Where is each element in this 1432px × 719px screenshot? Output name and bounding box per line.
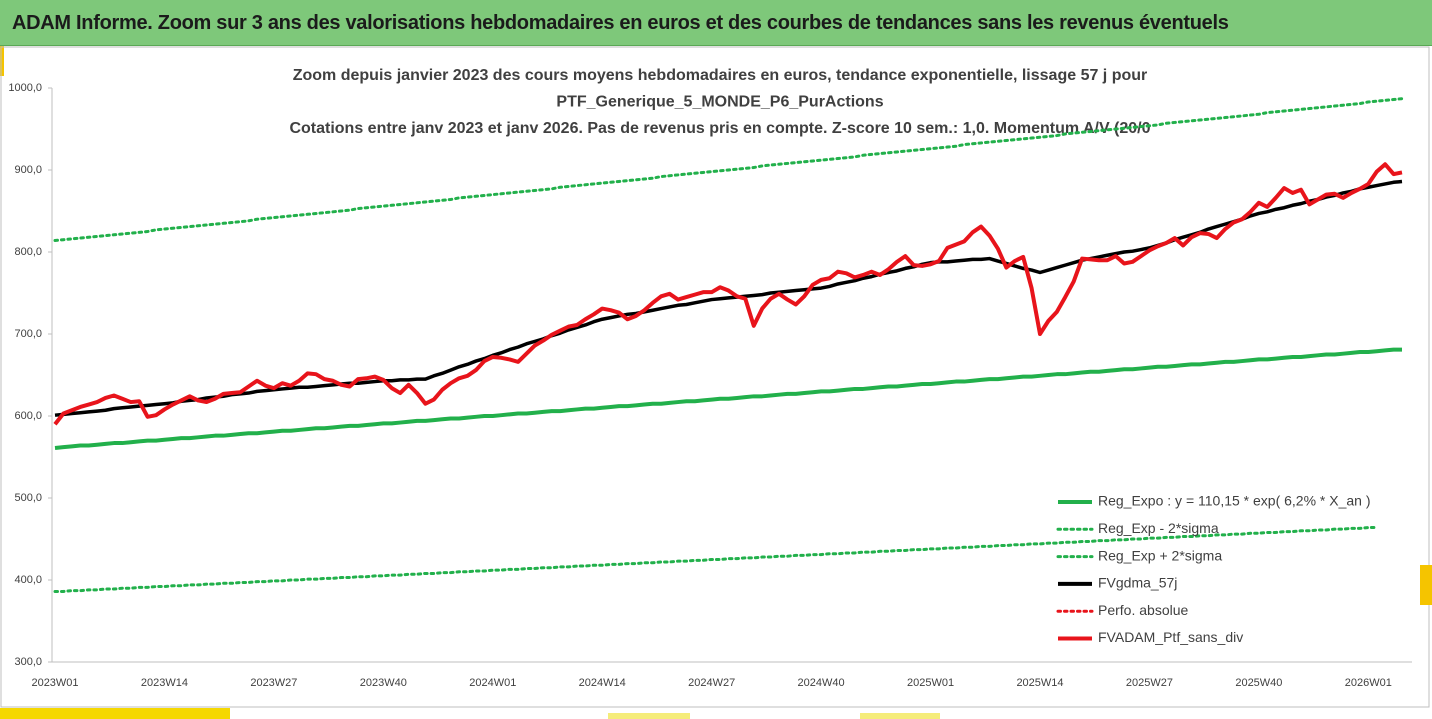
y-tick-label: 900,0 — [14, 164, 42, 176]
header-title: ADAM Informe. Zoom sur 3 ans des valoris… — [12, 12, 1229, 34]
x-tick-label: 2023W01 — [31, 677, 78, 689]
frame-accent — [0, 46, 4, 76]
series-line — [53, 97, 1404, 243]
y-tick-label: 600,0 — [14, 410, 42, 422]
series-line — [53, 162, 1403, 426]
y-tick-label: 800,0 — [14, 246, 42, 258]
legend-label: Perfo. absolue — [1098, 602, 1188, 618]
y-tick-label: 300,0 — [14, 656, 42, 668]
frame-accent — [1420, 565, 1432, 605]
x-tick-label: 2025W40 — [1235, 677, 1282, 689]
x-tick-label: 2025W27 — [1126, 677, 1173, 689]
legend-label: Reg_Exp + 2*sigma — [1098, 547, 1222, 563]
chart-title: Cotations entre janv 2023 et janv 2026. … — [289, 120, 1150, 137]
y-tick-label: 700,0 — [14, 328, 42, 340]
legend-label: FVgdma_57j — [1098, 575, 1177, 591]
y-tick-label: 1000,0 — [8, 82, 42, 94]
x-tick-label: 2023W27 — [250, 677, 297, 689]
frame-accent — [0, 708, 230, 719]
frame-accent — [860, 713, 940, 719]
x-tick-label: 2024W40 — [798, 677, 845, 689]
x-tick-label: 2026W01 — [1345, 677, 1392, 689]
x-tick-label: 2023W40 — [360, 677, 407, 689]
header: ADAM Informe. Zoom sur 3 ans des valoris… — [0, 0, 1432, 46]
y-tick-label: 500,0 — [14, 492, 42, 504]
x-tick-label: 2024W14 — [579, 677, 626, 689]
chart-title: PTF_Generique_5_MONDE_P6_PurActions — [556, 94, 883, 111]
series-line — [53, 526, 1379, 593]
chart: Zoom depuis janvier 2023 des cours moyen… — [0, 46, 1432, 719]
legend-label: FVADAM_Ptf_sans_div — [1098, 629, 1243, 645]
series-line — [54, 347, 1402, 450]
x-tick-label: 2025W14 — [1016, 677, 1063, 689]
chart-border — [0, 46, 1430, 708]
legend-label: Reg_Expo : y = 110,15 * exp( 6,2% * X_an… — [1098, 493, 1371, 509]
chart-title: Zoom depuis janvier 2023 des cours moyen… — [293, 67, 1148, 84]
chart-background — [0, 46, 1432, 719]
x-tick-label: 2023W14 — [141, 677, 188, 689]
y-tick-label: 400,0 — [14, 574, 42, 586]
x-tick-label: 2025W01 — [907, 677, 954, 689]
frame-accent — [608, 713, 690, 719]
x-tick-label: 2024W27 — [688, 677, 735, 689]
x-tick-label: 2024W01 — [469, 677, 516, 689]
legend-label: Reg_Exp - 2*sigma — [1098, 520, 1219, 536]
